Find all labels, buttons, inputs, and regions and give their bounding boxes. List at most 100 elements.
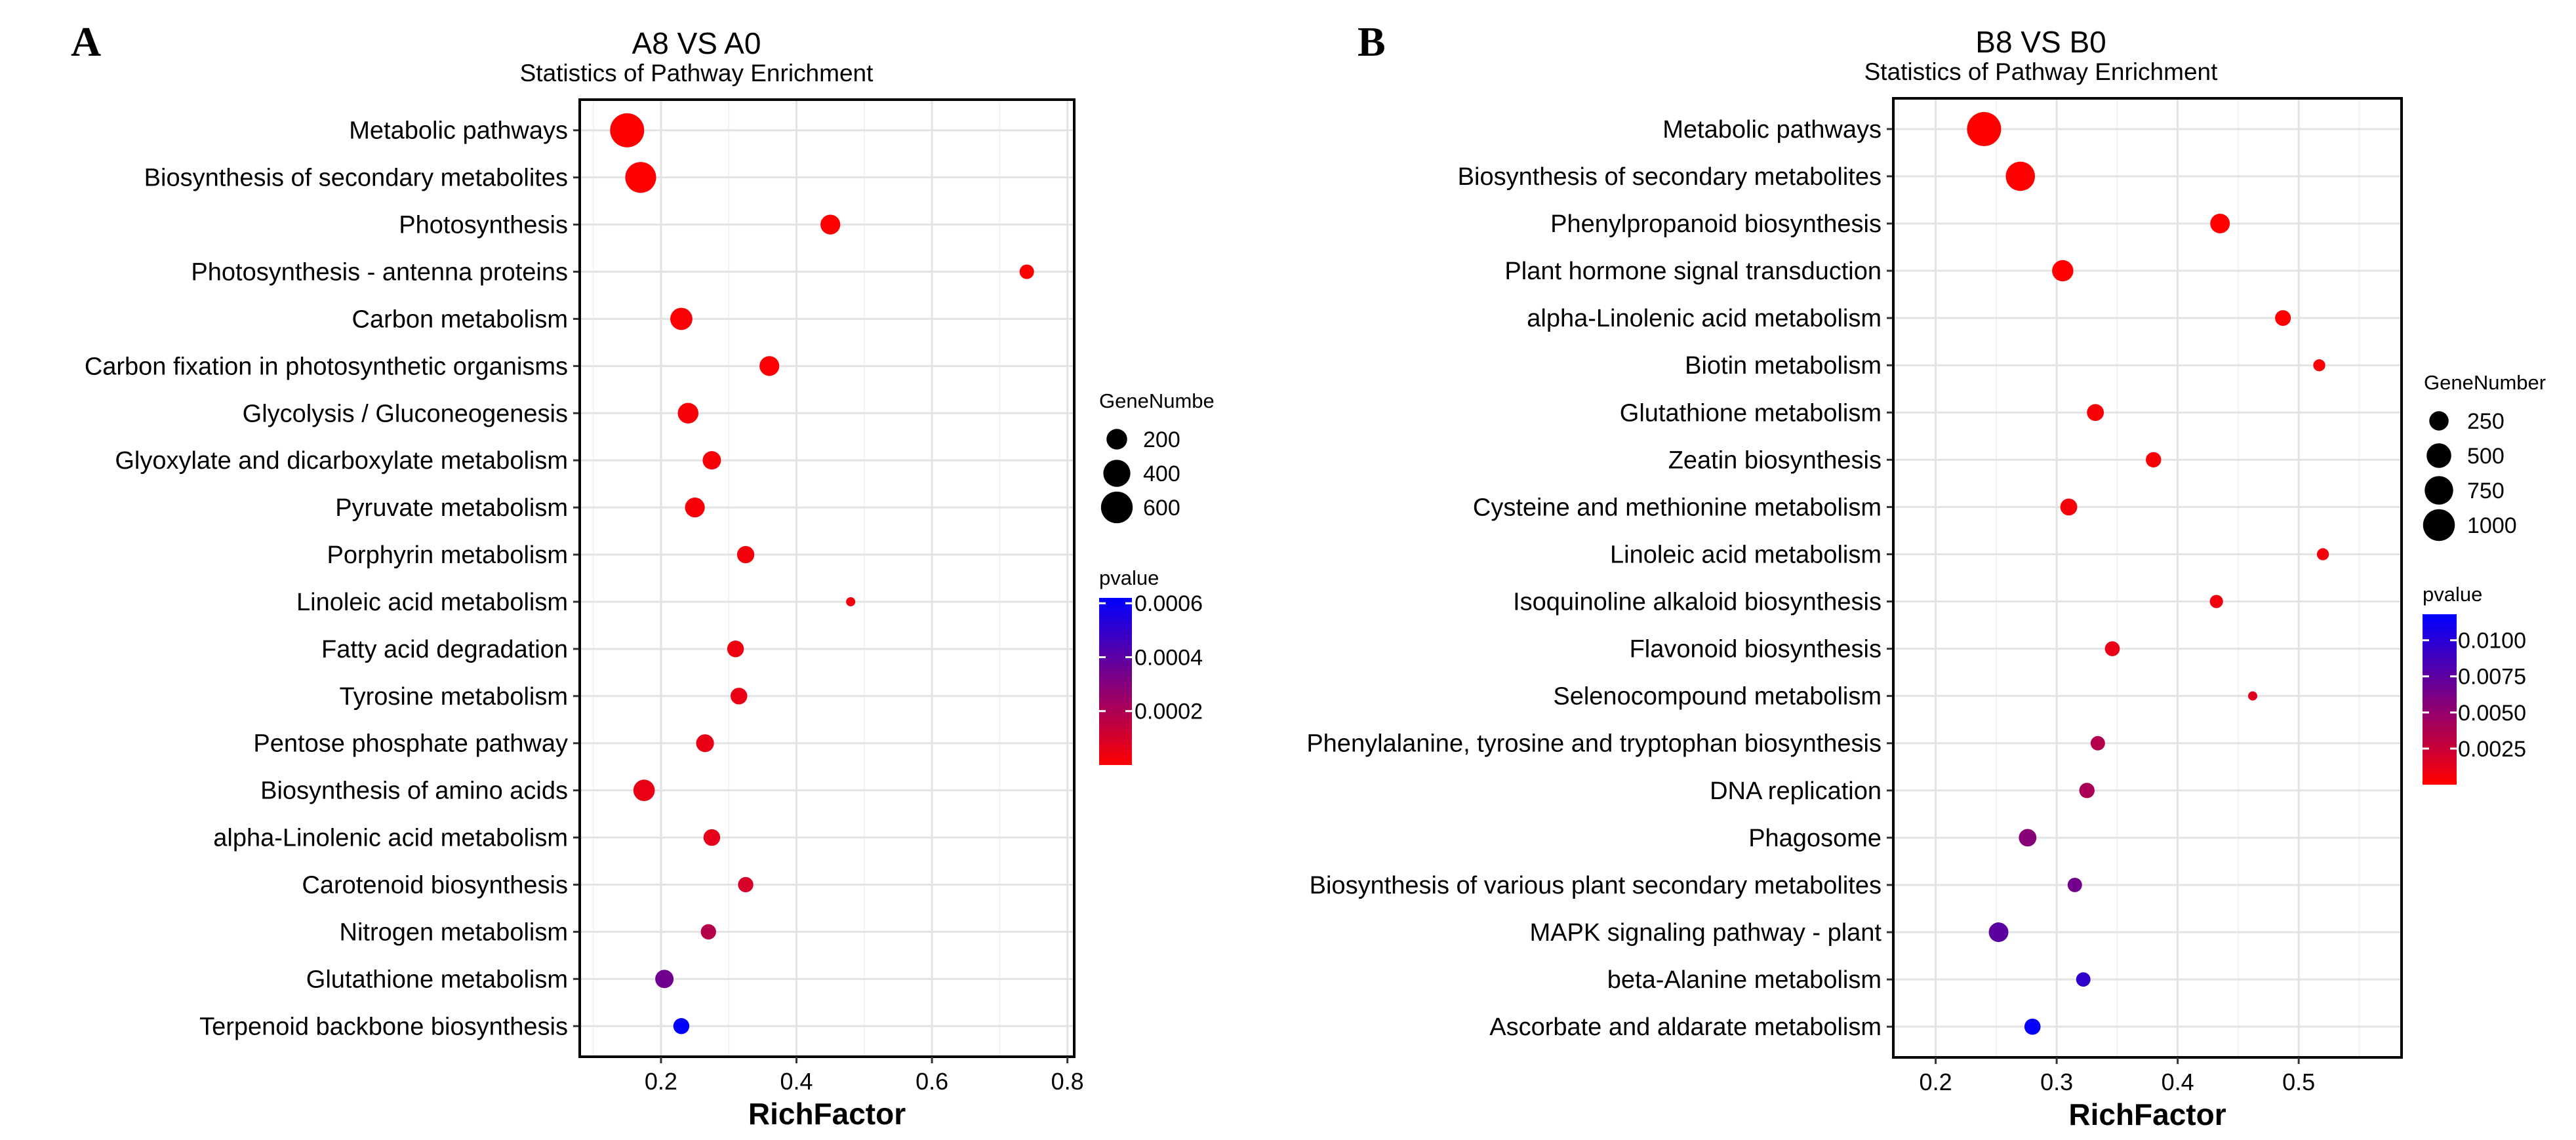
size-legend-dot — [2426, 443, 2451, 468]
data-point — [633, 779, 655, 802]
size-legend-label: 1000 — [2467, 513, 2517, 538]
data-point — [2087, 404, 2104, 422]
data-point — [2005, 161, 2036, 191]
data-point — [736, 545, 755, 564]
x-tick-label: 0.2 — [1920, 1069, 1952, 1095]
color-legend-label: 0.0050 — [2458, 701, 2526, 726]
color-legend-bar — [1099, 598, 1132, 765]
pathway-label: Pentose phosphate pathway — [253, 730, 568, 758]
x-tick-label: 0.4 — [2162, 1069, 2194, 1095]
pathway-label: Phenylalanine, tyrosine and tryptophan b… — [1306, 730, 1882, 758]
color-legend-title: pvalue — [2423, 583, 2482, 606]
pathway-label: alpha-Linolenic acid metabolism — [213, 825, 568, 852]
pathway-label: Metabolic pathways — [349, 117, 568, 145]
size-legend-dot — [2425, 476, 2453, 505]
pathway-label: Nitrogen metabolism — [340, 918, 568, 946]
plot-background — [1893, 98, 2402, 1057]
data-point — [730, 688, 748, 705]
data-point — [703, 829, 721, 846]
pathway-label: Zeatin biosynthesis — [1668, 446, 1882, 474]
size-legend-label: 250 — [2467, 409, 2505, 434]
data-point — [1988, 922, 2009, 942]
pathway-label: Phenylpropanoid biosynthesis — [1550, 210, 1882, 238]
data-point — [685, 498, 705, 518]
x-axis-label: RichFactor — [748, 1097, 906, 1131]
size-legend-dot — [2429, 411, 2449, 431]
chart-title: B8 VS B0 — [1975, 25, 2106, 59]
color-legend-label: 0.0002 — [1135, 699, 1203, 724]
chart-subtitle: Statistics of Pathway Enrichment — [1864, 58, 2218, 85]
size-legend-label: 400 — [1143, 462, 1180, 486]
pathway-label: alpha-Linolenic acid metabolism — [1527, 305, 1882, 332]
pathway-label: Biosynthesis of various plant secondary … — [1310, 872, 1882, 899]
data-point — [2076, 972, 2091, 987]
size-legend-label: 500 — [2467, 444, 2505, 469]
pathway-label: Ascorbate and aldarate metabolism — [1489, 1013, 1882, 1041]
data-point — [696, 734, 714, 753]
data-point — [2316, 548, 2329, 560]
data-point — [2104, 641, 2120, 656]
data-point — [1019, 264, 1034, 279]
data-point — [1967, 111, 2002, 146]
data-point — [610, 113, 645, 147]
pathway-label: Glycolysis / Gluconeogenesis — [243, 400, 568, 427]
data-point — [655, 970, 674, 989]
data-point — [846, 597, 856, 606]
panel-letter: B — [1358, 18, 1386, 65]
pathway-label: Photosynthesis - antenna proteins — [191, 259, 568, 286]
pathway-label: Carbon metabolism — [352, 305, 568, 333]
data-point — [2313, 359, 2325, 372]
size-legend-dot — [2423, 509, 2455, 541]
data-point — [727, 640, 744, 658]
data-point — [820, 214, 841, 235]
data-point — [2275, 310, 2291, 326]
pathway-label: Flavonoid biosynthesis — [1630, 636, 1882, 663]
data-point — [2024, 1018, 2041, 1035]
color-legend-label: 0.0006 — [1135, 591, 1203, 616]
data-point — [738, 876, 754, 893]
x-tick-label: 0.3 — [2040, 1069, 2073, 1095]
pathway-label: Photosynthesis — [399, 212, 568, 239]
x-tick-label: 0.6 — [916, 1068, 948, 1095]
x-axis-label: RichFactor — [2068, 1097, 2226, 1131]
x-tick-label: 0.5 — [2282, 1069, 2315, 1095]
data-point — [2248, 691, 2258, 701]
color-legend-bar — [2423, 614, 2457, 785]
pathway-label: Linoleic acid metabolism — [1610, 541, 1882, 568]
panel-letter: A — [71, 18, 101, 65]
color-legend-title: pvalue — [1099, 566, 1159, 589]
data-point — [700, 924, 716, 940]
data-point — [2019, 829, 2037, 847]
data-point — [2067, 877, 2082, 892]
pathway-label: Carbon fixation in photosynthetic organi… — [85, 353, 568, 380]
pathway-label: Linoleic acid metabolism — [296, 589, 568, 616]
pathway-label: Glutathione metabolism — [1620, 399, 1882, 427]
chart-subtitle: Statistics of Pathway Enrichment — [520, 60, 874, 87]
data-point — [2146, 452, 2162, 468]
pathway-label: Cysteine and methionine metabolism — [1473, 494, 1882, 521]
color-legend-label: 0.0075 — [2458, 665, 2526, 690]
pathway-label: beta-Alanine metabolism — [1607, 966, 1882, 994]
pathway-label: Fatty acid degradation — [321, 636, 568, 663]
x-tick-label: 0.2 — [645, 1068, 677, 1095]
pathway-label: Selenocompound metabolism — [1553, 683, 1882, 711]
pathway-label: Glutathione metabolism — [306, 966, 568, 993]
pathway-label: Isoquinoline alkaloid biosynthesis — [1513, 589, 1882, 616]
pathway-label: MAPK signaling pathway - plant — [1529, 919, 1882, 947]
data-point — [2090, 736, 2105, 751]
pathway-label: Carotenoid biosynthesis — [302, 871, 568, 899]
data-point — [677, 403, 699, 424]
color-legend-label: 0.0025 — [2458, 737, 2526, 762]
pathway-label: Glyoxylate and dicarboxylate metabolism — [115, 447, 568, 475]
pathway-label: Tyrosine metabolism — [340, 683, 568, 711]
pathway-label: Biosynthesis of secondary metabolites — [1458, 163, 1882, 191]
size-legend-label: 200 — [1143, 427, 1180, 452]
data-point — [759, 356, 780, 376]
data-point — [2060, 498, 2078, 516]
plot-border — [578, 98, 1076, 1058]
pathway-label: Biosynthesis of amino acids — [260, 777, 568, 805]
data-point — [2210, 214, 2230, 233]
